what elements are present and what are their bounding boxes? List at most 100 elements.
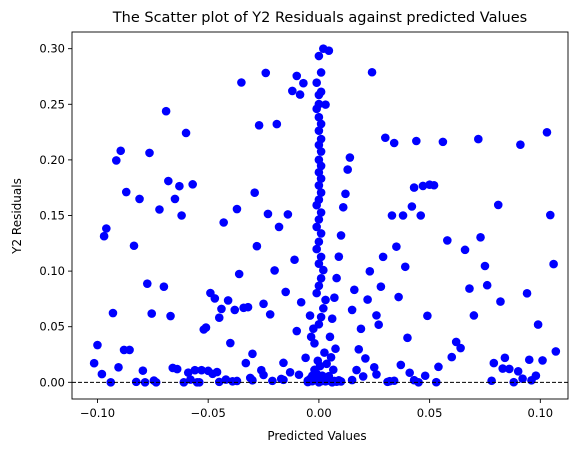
data-point <box>518 374 527 383</box>
data-point <box>447 352 457 362</box>
data-point <box>210 294 220 303</box>
data-point <box>372 370 381 379</box>
data-point <box>314 237 324 247</box>
data-point <box>469 311 479 320</box>
chart-title: The Scatter plot of Y2 Residuals against… <box>112 10 527 26</box>
data-point <box>116 146 126 156</box>
data-point <box>164 176 173 186</box>
data-point <box>142 279 152 288</box>
data-point <box>496 297 505 306</box>
data-point <box>305 311 315 320</box>
data-point <box>331 344 340 354</box>
data-point <box>161 106 171 116</box>
data-point <box>412 136 421 146</box>
data-point <box>254 121 264 130</box>
data-point <box>274 222 284 232</box>
data-point <box>365 267 375 276</box>
data-point <box>531 371 541 380</box>
data-point <box>232 376 242 386</box>
data-point <box>474 134 483 144</box>
data-point <box>301 353 310 363</box>
data-point <box>367 67 377 77</box>
data-point <box>460 245 470 255</box>
data-point <box>316 188 326 197</box>
data-point <box>500 353 510 363</box>
data-point <box>317 371 327 380</box>
data-point <box>181 128 191 138</box>
y-axis-label: Y2 Residuals <box>10 178 24 255</box>
data-point <box>316 87 326 97</box>
data-point <box>243 302 253 312</box>
points-layer <box>89 44 561 387</box>
data-point <box>102 224 111 233</box>
data-point <box>429 180 439 190</box>
data-point <box>155 205 164 214</box>
data-point <box>398 211 408 220</box>
data-point <box>97 369 107 379</box>
data-point <box>314 51 324 61</box>
data-point <box>389 376 399 386</box>
data-point <box>314 99 324 109</box>
data-point <box>263 209 273 219</box>
data-point <box>389 138 399 148</box>
data-point <box>334 252 344 261</box>
y-tick-label: 0.20 <box>39 153 65 167</box>
data-point <box>111 156 121 165</box>
data-point <box>538 356 547 365</box>
x-tick-label: 0.05 <box>417 406 443 420</box>
data-point <box>387 211 397 220</box>
data-point <box>549 259 558 269</box>
data-point <box>226 338 235 348</box>
data-point <box>314 195 324 205</box>
data-point <box>316 229 326 238</box>
data-point <box>347 375 357 385</box>
data-point <box>99 231 109 241</box>
data-point <box>358 372 368 381</box>
data-point <box>321 295 330 305</box>
y-tick-label: 0.10 <box>39 264 65 278</box>
y-axis-ticks: 0.00 0.05 0.10 0.15 0.20 0.25 0.30 <box>39 42 72 389</box>
data-point <box>314 281 324 291</box>
data-point <box>476 233 485 242</box>
data-point <box>159 282 169 291</box>
data-point <box>489 358 499 368</box>
data-point <box>516 140 525 149</box>
data-point <box>409 375 419 385</box>
data-point <box>295 90 305 99</box>
data-point <box>545 210 555 220</box>
data-point <box>345 153 355 162</box>
data-point <box>281 287 290 297</box>
data-point <box>438 137 448 147</box>
data-point <box>288 86 297 96</box>
data-point <box>147 309 157 318</box>
data-point <box>131 377 141 387</box>
data-point <box>316 119 326 129</box>
x-axis-label: Predicted Values <box>267 429 366 443</box>
data-point <box>338 202 348 212</box>
data-point <box>336 377 346 386</box>
data-point <box>250 188 259 197</box>
data-point <box>186 375 195 384</box>
data-point <box>237 78 246 87</box>
data-point <box>183 368 193 377</box>
data-point <box>190 365 200 375</box>
y-tick-label: 0.25 <box>39 97 65 111</box>
data-point <box>328 365 338 375</box>
data-point <box>314 181 324 190</box>
data-point <box>354 344 364 354</box>
data-point <box>129 241 139 251</box>
data-point <box>356 324 366 334</box>
data-point <box>347 305 357 315</box>
data-point <box>296 297 306 307</box>
data-point <box>314 155 324 165</box>
data-point <box>513 367 523 376</box>
data-point <box>332 273 341 283</box>
data-point <box>188 180 197 189</box>
data-point <box>314 319 324 329</box>
data-point <box>493 200 503 210</box>
data-point <box>378 252 388 262</box>
data-point <box>248 349 257 359</box>
data-point <box>363 295 372 304</box>
data-point <box>283 210 293 219</box>
